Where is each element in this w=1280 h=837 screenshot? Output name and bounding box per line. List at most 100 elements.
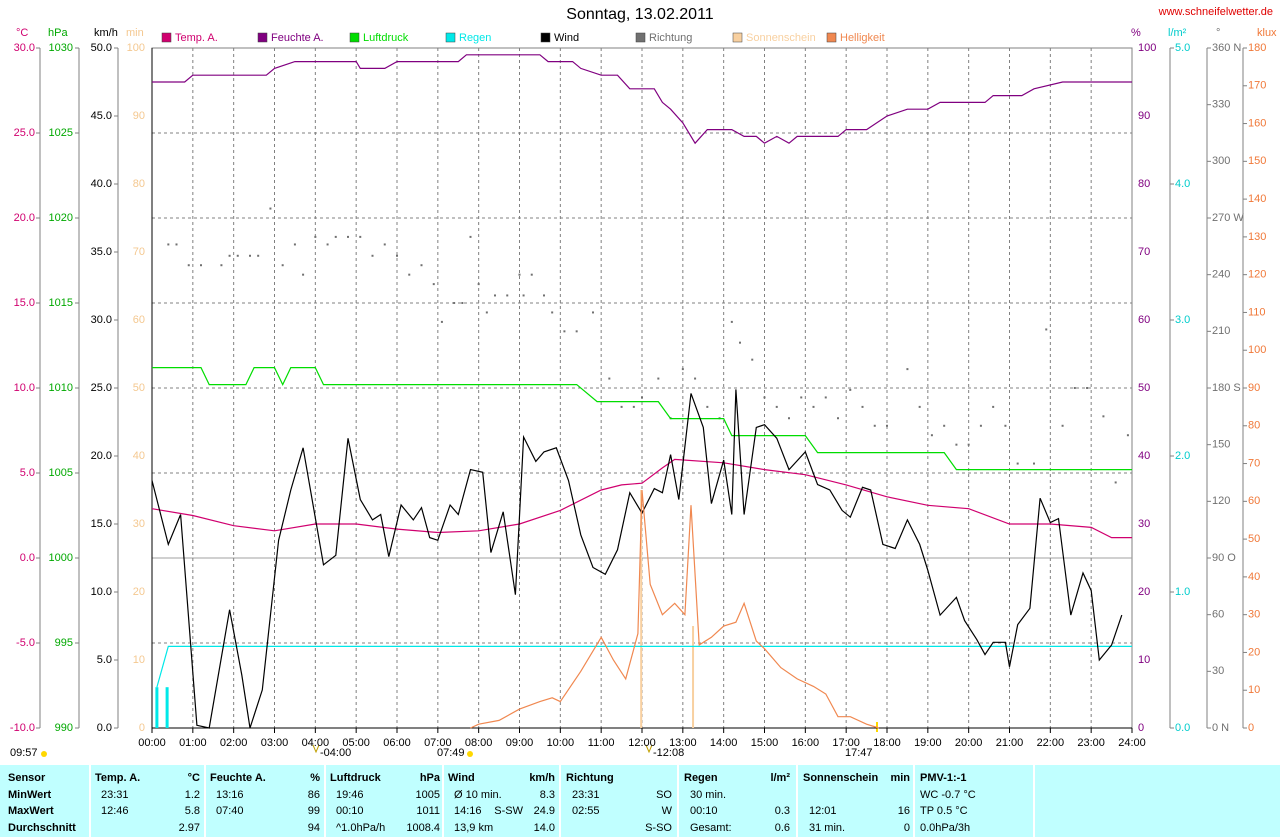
legend-swatch — [540, 32, 551, 43]
direction-dot — [347, 235, 349, 238]
direction-dot — [681, 368, 684, 371]
direction-dot — [175, 243, 178, 246]
table-cell: 12:46 — [101, 805, 129, 817]
table-cell: 19:46 — [336, 789, 364, 801]
y-tick-label: 15.0 — [91, 518, 112, 530]
x-tick-label: 23:00 — [1077, 737, 1105, 749]
y-tick-label: 0.0 — [1175, 722, 1190, 734]
direction-dot — [1102, 415, 1105, 418]
table-cell: 13,9 km — [454, 822, 493, 834]
x-tick-label: 07:00 — [424, 737, 452, 749]
direction-dot — [269, 207, 272, 210]
legend-swatch — [445, 32, 456, 43]
x-tick-label: 22:00 — [1037, 737, 1065, 749]
x-tick-label: 19:00 — [914, 737, 942, 749]
table-cell: 5.8 — [185, 805, 200, 817]
direction-dot — [1073, 387, 1076, 389]
x-tick-label: 14:00 — [710, 737, 738, 749]
direction-dot — [257, 254, 260, 257]
y-tick-label: 170 — [1248, 80, 1266, 92]
table-cell: TP 0.5 °C — [920, 805, 968, 817]
direction-dot — [967, 443, 970, 446]
table-cell: 07:40 — [216, 805, 244, 817]
y-tick-label: 270 W — [1212, 212, 1244, 224]
direction-dot — [620, 405, 623, 408]
direction-dot — [706, 405, 709, 408]
table-cell: WC -0.7 °C — [920, 789, 976, 801]
marker-label: 09:57 — [10, 747, 38, 759]
source-link: www.schneifelwetter.de — [1158, 6, 1273, 18]
x-tick-label: 01:00 — [179, 737, 207, 749]
axis-unit: klux — [1257, 27, 1277, 39]
y-tick-label: 100 — [127, 42, 145, 54]
y-tick-label: 20 — [133, 586, 145, 598]
x-tick-label: 04:00 — [302, 737, 330, 749]
series-line — [152, 54, 1132, 145]
y-tick-label: 20.0 — [14, 212, 35, 224]
y-tick-label: 1000 — [49, 552, 73, 564]
direction-dot — [440, 320, 443, 323]
axis-unit: % — [1131, 27, 1141, 39]
table-cell: Temp. A. — [95, 772, 140, 784]
axis-unit: min — [126, 27, 144, 39]
y-tick-label: 150 — [1212, 439, 1230, 451]
x-tick-label: 06:00 — [383, 737, 411, 749]
x-tick-label: 15:00 — [751, 737, 779, 749]
table-cell: hPa — [420, 772, 441, 784]
direction-dot — [592, 311, 594, 314]
table-cell: Luftdruck — [330, 772, 382, 784]
table-cell: 00:10 — [690, 805, 718, 817]
direction-dot — [930, 434, 933, 437]
y-tick-label: 995 — [55, 637, 73, 649]
legend-swatch — [732, 32, 743, 43]
marker-arrow — [312, 744, 320, 754]
table-cell: MinWert — [8, 789, 52, 801]
direction-dot — [461, 302, 464, 304]
direction-dot — [730, 320, 733, 323]
legend-swatch — [826, 32, 837, 43]
table-cell: 99 — [308, 805, 320, 817]
axis-unit: ° — [1216, 27, 1220, 39]
y-tick-label: 60 — [1248, 495, 1260, 507]
y-tick-label: 300 — [1212, 155, 1230, 167]
table-cell: 86 — [308, 789, 320, 801]
sun-icon — [41, 751, 47, 757]
y-tick-label: 70 — [1248, 457, 1260, 469]
table-cell: Sonnenschein — [803, 772, 878, 784]
y-tick-label: 0 — [1248, 722, 1254, 734]
direction-dot — [694, 377, 697, 380]
table-cell: 16 — [898, 805, 910, 817]
table-cell: PMV-1:-1 — [920, 772, 966, 784]
y-tick-label: 30 — [133, 518, 145, 530]
y-tick-label: 1005 — [49, 467, 73, 479]
legend-swatch — [349, 32, 360, 43]
table-cell: km/h — [529, 772, 555, 784]
table-cell: Durchschnitt — [8, 822, 76, 834]
y-tick-label: 110 — [1248, 306, 1266, 318]
y-tick-label: 80 — [1248, 420, 1260, 432]
direction-dot — [359, 235, 362, 238]
y-tick-label: 160 — [1248, 117, 1266, 129]
y-tick-label: 130 — [1248, 231, 1266, 243]
table-cell: Wind — [448, 772, 475, 784]
table-cell: 2.97 — [179, 822, 200, 834]
table-cell: 31 min. — [809, 822, 845, 834]
direction-dot — [1016, 462, 1019, 465]
direction-dot — [530, 273, 533, 276]
series-line — [151, 389, 1123, 729]
legend-label: Wind — [554, 32, 579, 44]
direction-dot — [979, 424, 982, 427]
axis-unit: km/h — [94, 27, 118, 39]
table-cell: 23:31 — [101, 789, 129, 801]
direction-dot — [800, 396, 803, 399]
y-tick-label: 1015 — [49, 297, 73, 309]
y-tick-label: 1030 — [49, 42, 73, 54]
series-line — [151, 458, 1132, 539]
legend-label: Temp. A. — [175, 32, 218, 44]
direction-dot — [420, 264, 423, 267]
x-tick-label: 16:00 — [792, 737, 820, 749]
direction-dot — [236, 254, 239, 257]
y-tick-label: 25.0 — [14, 127, 35, 139]
direction-dot — [167, 243, 170, 246]
y-tick-label: 20.0 — [91, 450, 112, 462]
